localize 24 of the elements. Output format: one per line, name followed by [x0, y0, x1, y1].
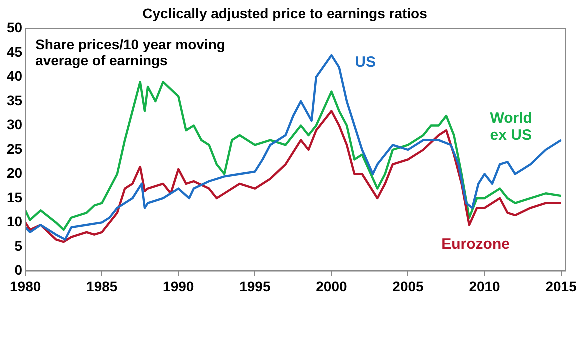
y-tick-label: 5 — [14, 238, 23, 254]
text: World ex US — [490, 110, 532, 144]
y-tick-label: 45 — [6, 44, 23, 60]
x-tick-label: 1980 — [10, 278, 42, 294]
chart-title: Cyclically adjusted price to earnings ratios — [142, 5, 428, 22]
x-tick-label: 2000 — [316, 278, 348, 294]
y-tick-label: 10 — [6, 214, 23, 230]
y-tick-label: 20 — [6, 165, 23, 182]
y-tick-label: 15 — [6, 189, 23, 206]
y-tick-label: 25 — [6, 140, 23, 157]
y-tick-label: 35 — [6, 92, 23, 108]
series-label: US — [355, 54, 376, 72]
x-tick-label: 1985 — [86, 278, 118, 294]
text: Share prices/10 year moving average of earnings — [36, 36, 226, 69]
x-tick-label: 1990 — [163, 278, 194, 294]
y-tick-label: 0 — [14, 262, 23, 278]
x-tick-label: 1995 — [240, 278, 271, 294]
x-tick-label: 2010 — [469, 278, 501, 294]
x-tick-label: 2015 — [546, 278, 578, 294]
y-tick-label: 30 — [6, 116, 23, 133]
series-label: Eurozone — [442, 236, 510, 253]
y-tick-label: 50 — [6, 20, 23, 36]
x-tick-label: 2005 — [392, 278, 424, 294]
y-tick-label: 40 — [6, 68, 23, 84]
